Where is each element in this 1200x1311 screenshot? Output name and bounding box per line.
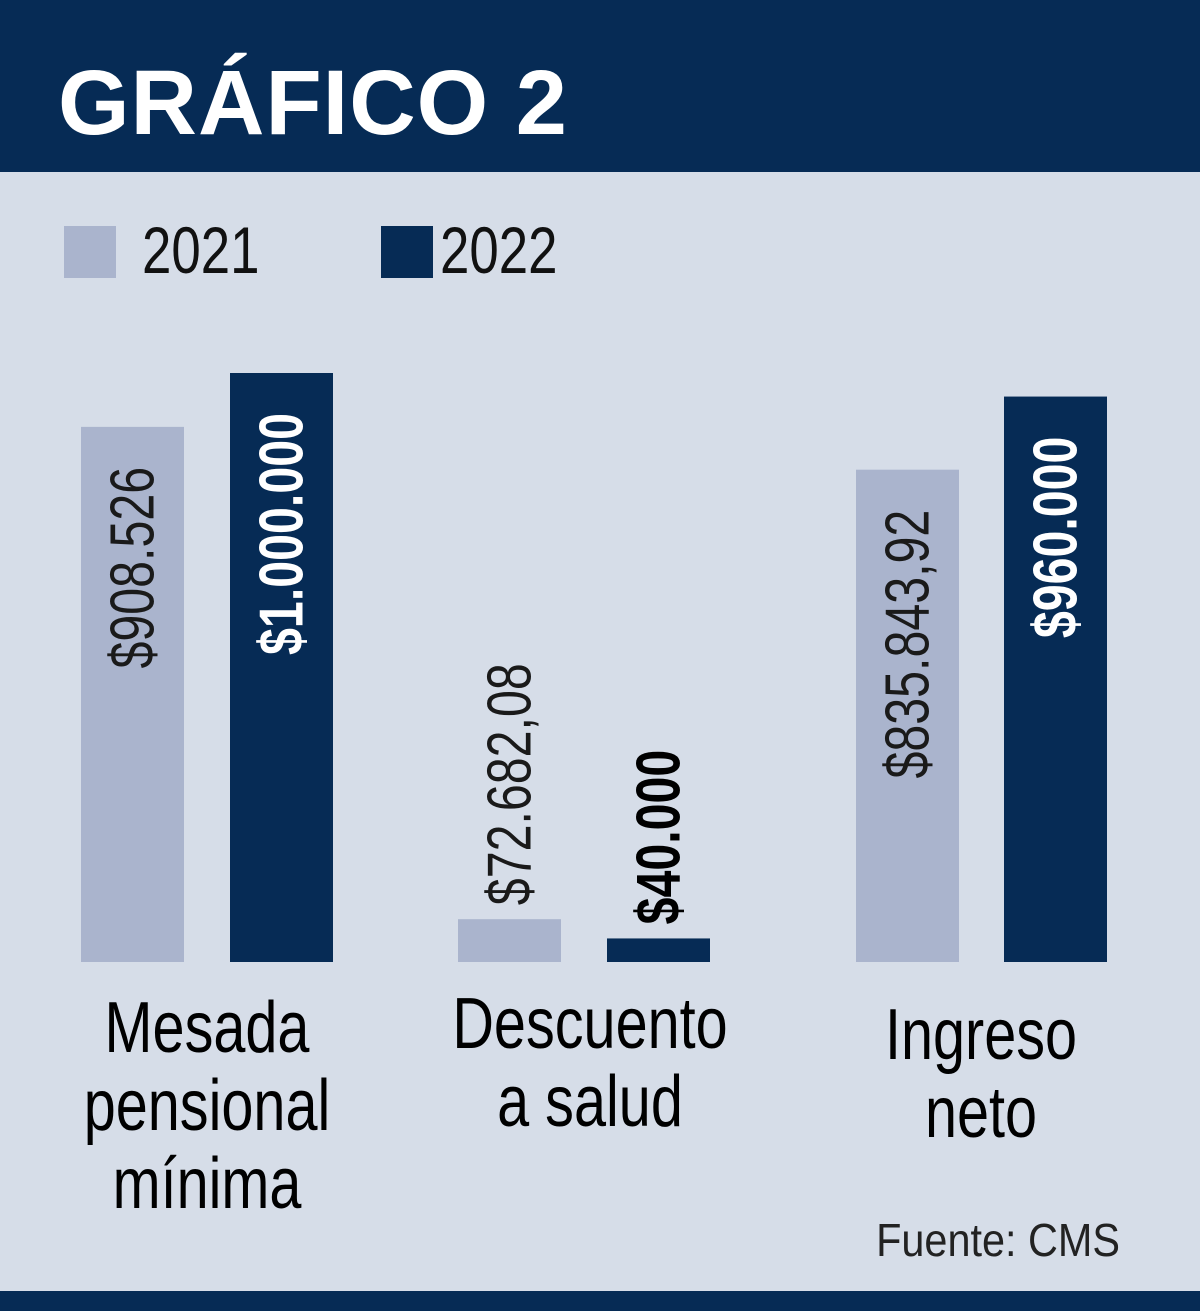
legend-swatch-2021: [64, 226, 116, 278]
source-note: Fuente: CMS: [876, 1214, 1120, 1266]
legend-label-2021: 2021: [142, 213, 260, 287]
legend-label-2022: 2022: [440, 213, 558, 287]
value-label-2021-2: $835.843,92: [873, 510, 942, 779]
category-label-1-0: Descuento: [452, 983, 727, 1064]
value-label-2022-2: $960.000: [1021, 437, 1090, 639]
bar-2022-2: [1004, 396, 1107, 962]
header-bar: GRÁFICO 2: [0, 0, 1200, 172]
bar-2022-0: [230, 373, 333, 962]
legend-swatch-2022: [381, 226, 433, 278]
bottom-bar: [0, 1291, 1200, 1311]
category-label-0-1: pensional: [84, 1065, 331, 1146]
value-label-2021-0: $908.526: [98, 467, 167, 669]
category-label-1-1: a salud: [497, 1061, 683, 1142]
bar-2021-2: [856, 469, 959, 962]
chart-title: GRÁFICO 2: [58, 52, 568, 154]
value-label-2022-0: $1.000.000: [247, 413, 316, 655]
category-label-0-0: Mesada: [105, 987, 311, 1068]
category-label-2-0: Ingreso: [885, 994, 1077, 1075]
bar-2021-0: [81, 426, 184, 962]
value-label-2021-1: $72.682,08: [475, 663, 544, 905]
category-label-2-1: neto: [925, 1072, 1037, 1153]
bar-2022-1: [607, 938, 710, 962]
category-label-0-2: mínima: [113, 1143, 302, 1224]
bar-2021-1: [458, 919, 561, 962]
value-label-2022-1: $40.000: [624, 750, 693, 925]
